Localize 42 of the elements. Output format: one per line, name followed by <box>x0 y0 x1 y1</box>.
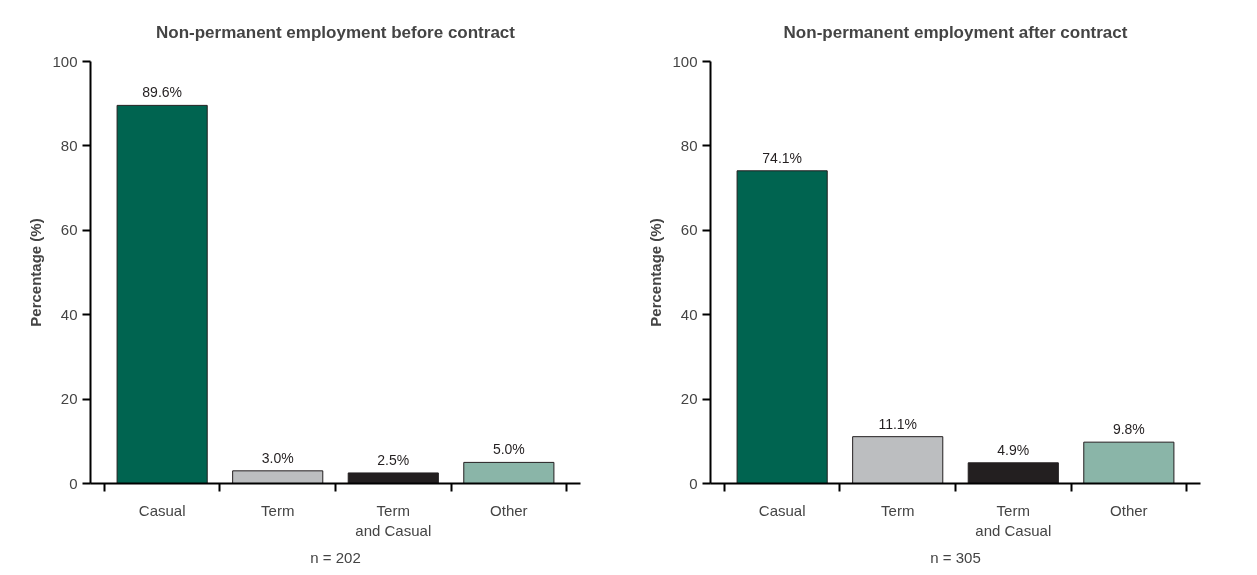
x-tick-label: Term <box>261 501 295 519</box>
data-label: 4.9% <box>997 441 1030 458</box>
bar <box>232 470 324 484</box>
text: n = 202 <box>310 548 361 566</box>
y-axis-title: Percentage (%) <box>27 218 45 327</box>
y-tick-label: 60 <box>60 221 78 239</box>
data-label: 11.1% <box>878 415 918 432</box>
y-axis-title: Percentage (%) <box>647 218 665 327</box>
y-tick-label: 0 <box>69 474 78 492</box>
bar <box>967 462 1059 484</box>
bar <box>347 472 439 484</box>
bar <box>852 436 944 484</box>
data-label: 5.0% <box>492 441 525 458</box>
bar <box>116 104 208 484</box>
y-tick-label: 60 <box>680 221 698 239</box>
x-tick-label: Casual <box>758 501 806 519</box>
text: n = 305 <box>930 548 981 566</box>
y-tick-label: 20 <box>680 390 698 408</box>
y-tick-label: 100 <box>672 52 698 70</box>
y-tick-label: 40 <box>680 305 698 323</box>
y-tick-label: 0 <box>689 474 698 492</box>
data-label: 89.6% <box>142 84 183 101</box>
bar <box>1083 441 1175 484</box>
x-tick-label: Casual <box>138 501 186 519</box>
bar <box>736 170 828 484</box>
x-tick-label: Term <box>881 501 915 519</box>
y-tick-label: 40 <box>60 305 78 323</box>
x-tick-label: Term and Casual <box>355 501 432 539</box>
y-tick-label: 20 <box>60 390 78 408</box>
y-tick-label: 80 <box>60 136 78 154</box>
data-label: 2.5% <box>377 451 410 468</box>
y-tick-label: 100 <box>52 52 78 70</box>
chart-title: Non-permanent employment after contract <box>783 22 1128 42</box>
data-label: 74.1% <box>762 149 803 166</box>
x-tick-label: Other <box>1110 501 1148 519</box>
x-tick-label: Other <box>490 501 528 519</box>
x-tick-label: Term and Casual <box>975 501 1052 539</box>
chart-title: Non-permanent employment before contract <box>156 22 516 42</box>
data-label: 9.8% <box>1112 421 1145 438</box>
y-tick-label: 80 <box>680 136 698 154</box>
data-label: 3.0% <box>261 449 294 466</box>
bar <box>463 461 555 484</box>
